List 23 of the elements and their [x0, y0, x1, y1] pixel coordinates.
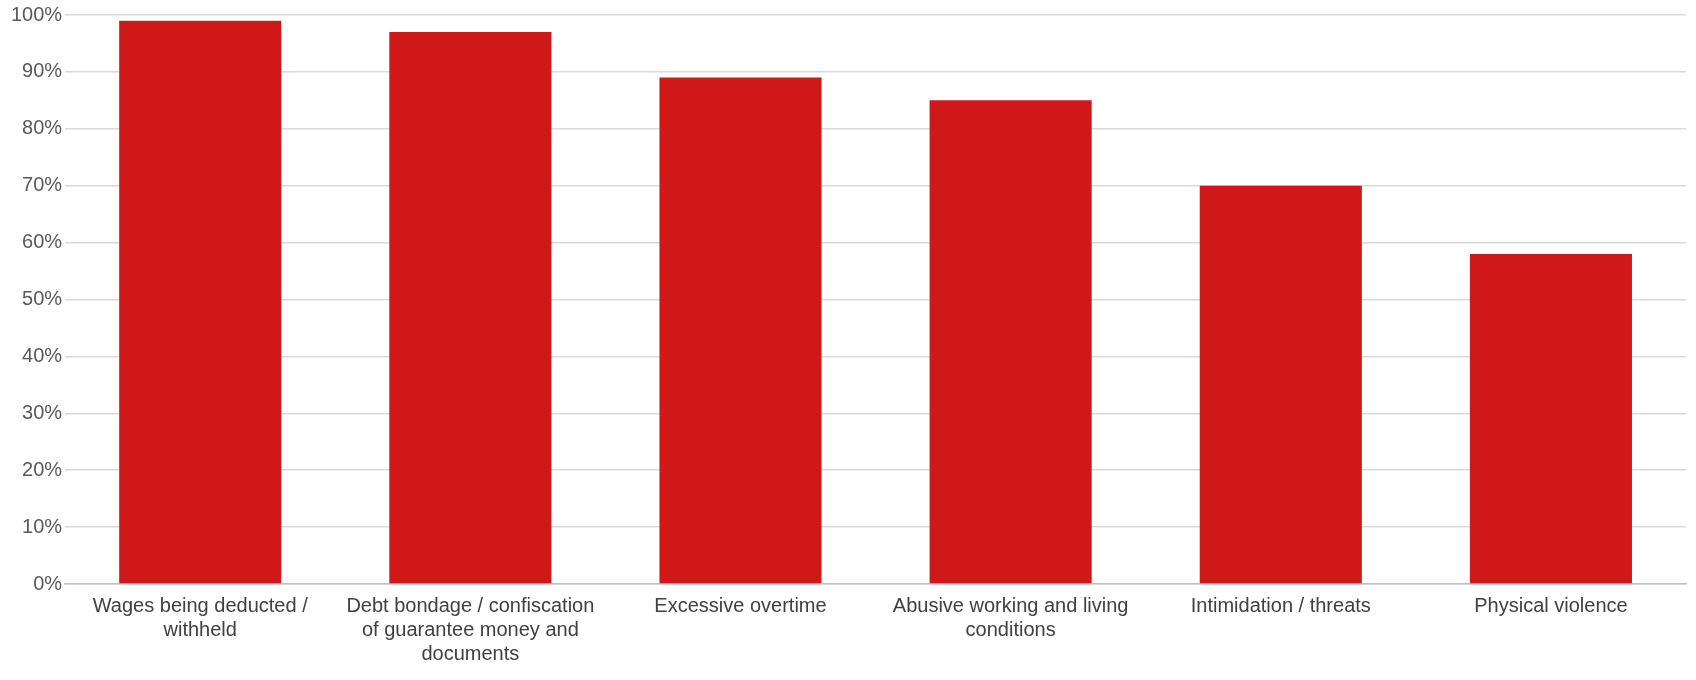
y-tick-label: 70% — [22, 173, 63, 196]
y-tick-label: 10% — [22, 514, 63, 537]
x-tick-label: Intimidation / threats — [1190, 593, 1371, 616]
x-tick-label: Debt bondage / confiscation of guarantee money and documents — [346, 593, 595, 664]
x-tick-label: Abusive working and living conditions — [892, 593, 1129, 640]
x-tick-label: Physical violence — [1474, 593, 1628, 616]
bar — [119, 20, 282, 584]
bar — [389, 32, 552, 584]
bar — [929, 100, 1092, 584]
bar — [659, 77, 822, 584]
bar — [1199, 185, 1362, 584]
y-tick-label: 40% — [22, 343, 63, 366]
x-tick-label: Wages being deducted / withheld — [92, 593, 309, 640]
y-tick-label: 80% — [22, 116, 63, 139]
y-tick-label: 100% — [11, 2, 63, 25]
bar — [1469, 253, 1632, 584]
y-tick-label: 90% — [22, 59, 63, 82]
x-tick-label: Excessive overtime — [654, 593, 827, 616]
y-tick-label: 0% — [33, 571, 63, 594]
y-tick-label: 60% — [22, 230, 63, 253]
y-tick-label: 20% — [22, 457, 63, 480]
y-tick-label: 30% — [22, 400, 63, 423]
y-tick-label: 50% — [22, 287, 63, 310]
